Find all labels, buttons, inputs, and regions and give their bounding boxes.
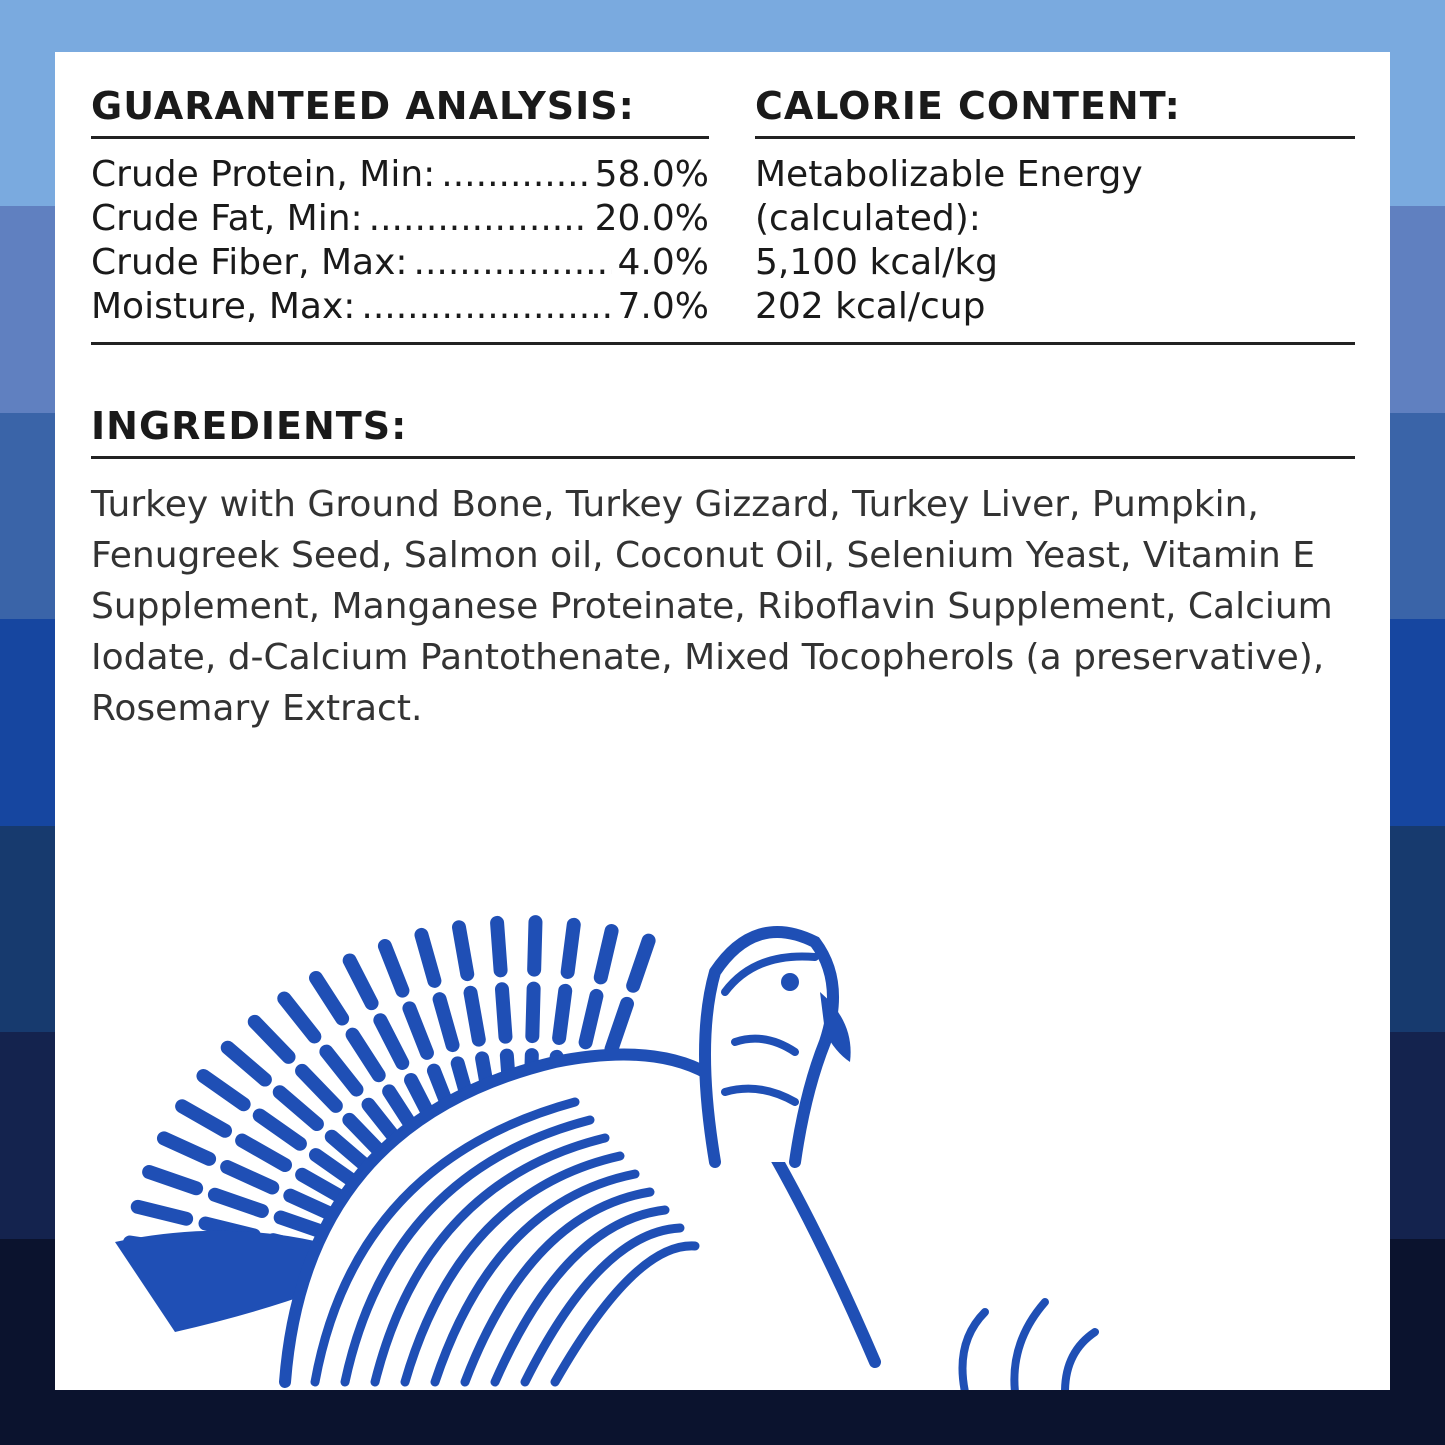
feather <box>235 1133 292 1172</box>
feather <box>142 1165 204 1196</box>
feather <box>626 933 656 993</box>
feather <box>414 927 442 988</box>
feather <box>402 1001 434 1060</box>
feather <box>130 1199 194 1226</box>
ingredients-heading: INGREDIENTS: <box>91 404 1355 459</box>
analysis-row: Moisture, Max:..........................… <box>91 285 709 329</box>
feather <box>319 1044 364 1097</box>
feather <box>309 970 350 1026</box>
body-stroke <box>400 1151 625 1387</box>
calorie-line: 5,100 kcal/kg <box>755 242 999 283</box>
body-stroke <box>430 1169 640 1387</box>
feather <box>604 996 634 1057</box>
feather <box>345 1027 386 1083</box>
feather <box>373 1013 410 1070</box>
calorie-content-heading: CALORIE CONTENT: <box>755 84 1355 139</box>
turkey-illustration <box>115 915 1099 1390</box>
guaranteed-analysis-section: GUARANTEED ANALYSIS: Crude Protein, Min:… <box>91 84 709 329</box>
ingredients-section: INGREDIENTS: Turkey with Ground Bone, Tu… <box>91 404 1355 734</box>
feather <box>156 1131 217 1166</box>
analysis-row: Crude Fat, Min:.........................… <box>91 197 709 241</box>
body-stroke <box>460 1187 655 1387</box>
analysis-row: Crude Fiber, Max:.......................… <box>91 241 709 285</box>
feather <box>593 924 619 985</box>
feather <box>490 915 508 978</box>
guaranteed-analysis-heading: GUARANTEED ANALYSIS: <box>91 84 709 139</box>
feather <box>175 1099 232 1138</box>
calorie-line: 202 kcal/cup <box>755 286 986 327</box>
feather <box>432 992 460 1053</box>
feather <box>272 1085 324 1132</box>
analysis-value: 7.0% <box>617 286 709 327</box>
body-stroke <box>340 1115 595 1387</box>
body-stroke <box>550 1241 700 1387</box>
analysis-label: Crude Fiber, Max: <box>91 242 408 283</box>
feather <box>451 920 475 982</box>
feather <box>527 915 543 977</box>
dot-leader: ........................................… <box>413 242 612 283</box>
feather <box>277 991 322 1044</box>
label-panel: GUARANTEED ANALYSIS: Crude Protein, Min:… <box>55 52 1390 1390</box>
feather <box>377 939 410 998</box>
dot-leader: ........................................… <box>368 198 589 239</box>
feather <box>494 982 513 1044</box>
calorie-line: (calculated): <box>755 198 981 239</box>
body-stroke <box>490 1205 670 1387</box>
dot-leader: ........................................… <box>361 286 612 327</box>
calorie-line: Metabolizable Energy <box>755 154 1143 195</box>
feather <box>552 983 573 1045</box>
analysis-label: Crude Fat, Min: <box>91 198 363 239</box>
feather <box>525 981 541 1044</box>
analysis-value: 58.0% <box>594 154 709 195</box>
feather <box>295 1063 343 1113</box>
analysis-value: 20.0% <box>594 198 709 239</box>
dot-leader: ........................................… <box>441 154 588 195</box>
feather <box>220 1160 280 1195</box>
feather <box>463 985 486 1047</box>
body-stroke <box>370 1133 610 1387</box>
analysis-value: 4.0% <box>617 242 709 283</box>
body-stroke <box>520 1223 685 1387</box>
body-stroke <box>310 1097 580 1387</box>
divider <box>91 342 1355 345</box>
feather <box>196 1068 251 1112</box>
feather <box>578 988 604 1050</box>
analysis-label: Crude Protein, Min: <box>91 154 436 195</box>
feather <box>207 1187 269 1219</box>
feather <box>560 917 581 979</box>
feather <box>220 1040 272 1087</box>
ingredients-text: Turkey with Ground Bone, Turkey Gizzard,… <box>91 484 1333 729</box>
calorie-content-section: CALORIE CONTENT: Metabolizable Energy (c… <box>755 84 1355 329</box>
feather <box>247 1014 296 1064</box>
analysis-label: Moisture, Max: <box>91 286 356 327</box>
feather <box>252 1108 307 1151</box>
feather <box>342 953 379 1011</box>
analysis-row: Crude Protein, Min:.....................… <box>91 153 709 197</box>
